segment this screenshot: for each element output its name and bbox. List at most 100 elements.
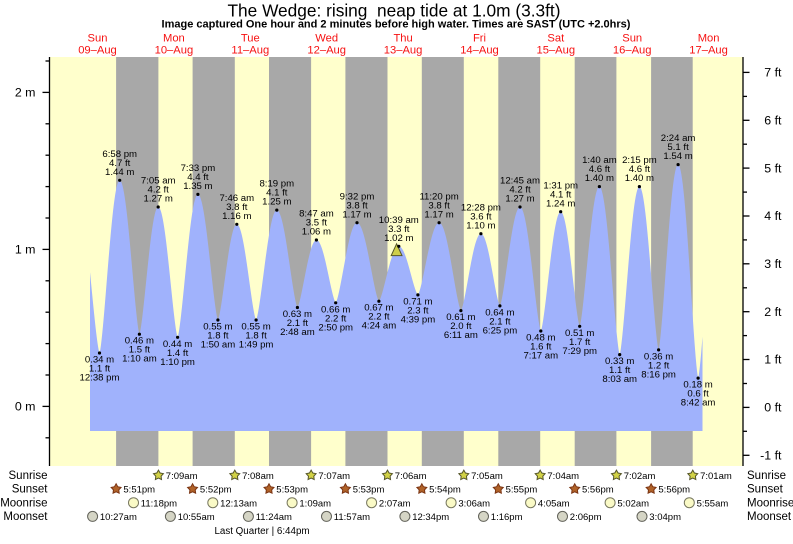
- svg-text:Sun: Sun: [622, 33, 642, 45]
- svg-text:1:16pm: 1:16pm: [491, 512, 523, 523]
- svg-text:4.7 ft: 4.7 ft: [109, 158, 131, 169]
- svg-text:0.46 m: 0.46 m: [125, 336, 154, 347]
- svg-text:13–Aug: 13–Aug: [384, 44, 423, 56]
- svg-text:Mon: Mon: [698, 33, 720, 45]
- svg-text:1.1 ft: 1.1 ft: [89, 364, 111, 375]
- svg-text:8:47 am: 8:47 am: [299, 209, 334, 220]
- svg-text:1.54 m: 1.54 m: [663, 151, 692, 162]
- svg-text:0.55 m: 0.55 m: [203, 322, 232, 333]
- svg-text:12:13am: 12:13am: [220, 498, 257, 509]
- svg-text:Moonrise: Moonrise: [0, 497, 47, 509]
- svg-text:11:57am: 11:57am: [334, 512, 370, 523]
- svg-text:7:05 am: 7:05 am: [141, 176, 176, 187]
- svg-text:0.66 m: 0.66 m: [321, 304, 350, 315]
- svg-text:0.51 m: 0.51 m: [565, 328, 594, 339]
- svg-text:14–Aug: 14–Aug: [460, 44, 499, 56]
- svg-text:7:17 am: 7:17 am: [523, 351, 558, 362]
- svg-text:4.1 ft: 4.1 ft: [266, 188, 288, 199]
- svg-text:Sunrise: Sunrise: [747, 470, 786, 482]
- svg-text:0.6 ft: 0.6 ft: [687, 389, 709, 400]
- svg-text:7:07am: 7:07am: [318, 471, 350, 482]
- svg-text:7:05am: 7:05am: [471, 471, 503, 482]
- svg-text:0.44 m: 0.44 m: [163, 339, 192, 350]
- svg-text:Image captured One hour and 2: Image captured One hour and 2 minutes be…: [162, 19, 631, 31]
- svg-text:Moonrise: Moonrise: [747, 497, 793, 509]
- svg-text:10–Aug: 10–Aug: [155, 44, 194, 56]
- svg-text:2:50 pm: 2:50 pm: [318, 322, 353, 333]
- svg-text:5:52pm: 5:52pm: [200, 485, 232, 496]
- svg-text:6:25 pm: 6:25 pm: [483, 325, 518, 336]
- svg-text:0 ft: 0 ft: [764, 401, 782, 415]
- svg-text:8:42 am: 8:42 am: [681, 398, 716, 409]
- svg-text:16–Aug: 16–Aug: [613, 44, 652, 56]
- svg-text:Sat: Sat: [547, 33, 565, 45]
- svg-text:3.5 ft: 3.5 ft: [306, 218, 328, 229]
- svg-text:6:11 am: 6:11 am: [444, 330, 478, 341]
- svg-text:1:09am: 1:09am: [299, 498, 331, 509]
- svg-text:0.67 m: 0.67 m: [364, 303, 393, 314]
- svg-text:Thu: Thu: [393, 33, 412, 45]
- svg-text:5:55am: 5:55am: [697, 498, 729, 509]
- svg-text:3.3 ft: 3.3 ft: [388, 224, 410, 235]
- svg-text:8:16 pm: 8:16 pm: [641, 369, 676, 380]
- svg-text:1.2 ft: 1.2 ft: [648, 360, 670, 371]
- svg-text:0.34 m: 0.34 m: [85, 355, 114, 366]
- svg-text:2.1 ft: 2.1 ft: [489, 316, 511, 327]
- svg-text:5:53pm: 5:53pm: [353, 485, 385, 496]
- svg-text:1.25 m: 1.25 m: [262, 197, 291, 208]
- svg-text:1.16 m: 1.16 m: [222, 211, 251, 222]
- svg-text:2:48 am: 2:48 am: [280, 327, 315, 338]
- svg-text:1.7 ft: 1.7 ft: [569, 337, 591, 348]
- svg-text:5:02am: 5:02am: [617, 498, 649, 509]
- svg-text:10:27am: 10:27am: [100, 512, 137, 523]
- svg-text:5:53pm: 5:53pm: [276, 485, 308, 496]
- svg-text:Moonset: Moonset: [747, 511, 792, 523]
- svg-text:1:31 pm: 1:31 pm: [543, 180, 578, 191]
- svg-text:1.02 m: 1.02 m: [384, 233, 413, 244]
- svg-text:Mon: Mon: [163, 33, 185, 45]
- svg-text:7:06am: 7:06am: [395, 471, 427, 482]
- svg-text:1.06 m: 1.06 m: [302, 227, 331, 238]
- svg-text:0.36 m: 0.36 m: [644, 351, 673, 362]
- svg-text:1.44 m: 1.44 m: [105, 167, 134, 178]
- svg-text:17–Aug: 17–Aug: [689, 44, 728, 56]
- svg-text:0.63 m: 0.63 m: [283, 309, 312, 320]
- svg-text:7:29 pm: 7:29 pm: [562, 346, 597, 357]
- svg-text:1:10 pm: 1:10 pm: [160, 357, 195, 368]
- svg-text:4.1 ft: 4.1 ft: [550, 189, 572, 200]
- svg-text:1.27 m: 1.27 m: [505, 194, 534, 205]
- svg-text:1 m: 1 m: [15, 243, 36, 257]
- svg-text:11:18pm: 11:18pm: [141, 498, 177, 509]
- svg-text:Fri: Fri: [473, 33, 486, 45]
- svg-text:4.2 ft: 4.2 ft: [148, 185, 170, 196]
- svg-text:4:24 am: 4:24 am: [362, 321, 397, 332]
- svg-text:1:49 pm: 1:49 pm: [239, 340, 274, 351]
- svg-text:4.6 ft: 4.6 ft: [589, 164, 611, 175]
- svg-text:3:06am: 3:06am: [458, 498, 490, 509]
- svg-text:7 ft: 7 ft: [764, 66, 782, 80]
- svg-text:1.1 ft: 1.1 ft: [609, 365, 631, 376]
- svg-text:Sunset: Sunset: [747, 484, 784, 496]
- svg-text:1.40 m: 1.40 m: [585, 173, 614, 184]
- svg-text:12:38 pm: 12:38 pm: [79, 373, 119, 384]
- svg-text:1.17 m: 1.17 m: [342, 209, 371, 220]
- svg-text:7:02am: 7:02am: [624, 471, 656, 482]
- svg-text:Wed: Wed: [315, 33, 338, 45]
- svg-text:2:06pm: 2:06pm: [570, 512, 602, 523]
- svg-text:5.1 ft: 5.1 ft: [667, 142, 689, 153]
- svg-text:5:56pm: 5:56pm: [658, 485, 690, 496]
- svg-text:5 ft: 5 ft: [764, 161, 782, 175]
- svg-text:2.2 ft: 2.2 ft: [368, 312, 390, 323]
- svg-text:09–Aug: 09–Aug: [78, 44, 117, 56]
- svg-text:Tue: Tue: [241, 33, 260, 45]
- svg-text:1.4 ft: 1.4 ft: [167, 348, 189, 359]
- svg-text:12:28 pm: 12:28 pm: [461, 202, 501, 213]
- svg-text:10:55am: 10:55am: [178, 512, 215, 523]
- svg-text:5:56pm: 5:56pm: [582, 485, 614, 496]
- svg-text:1.17 m: 1.17 m: [424, 209, 453, 220]
- svg-text:0.55 m: 0.55 m: [241, 322, 270, 333]
- svg-text:4.6 ft: 4.6 ft: [629, 164, 651, 175]
- svg-text:3.8 ft: 3.8 ft: [428, 200, 450, 211]
- svg-text:8:03 am: 8:03 am: [602, 374, 637, 385]
- svg-text:3 ft: 3 ft: [764, 257, 782, 271]
